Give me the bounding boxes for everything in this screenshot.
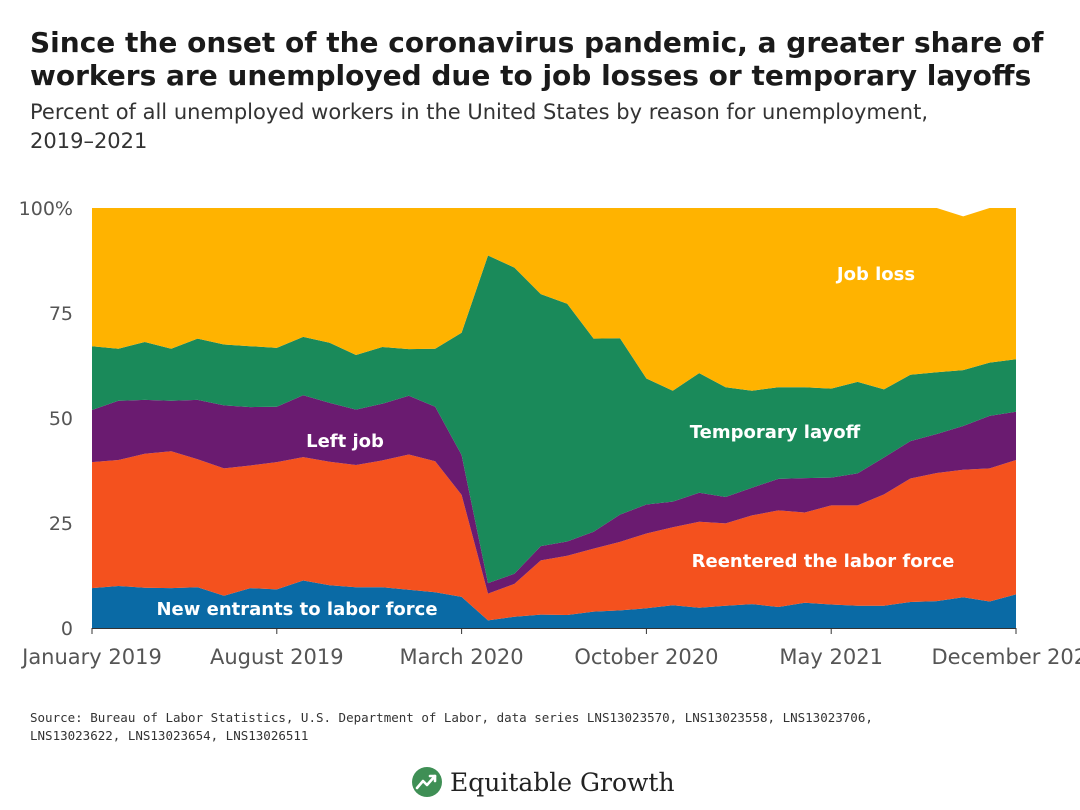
area-label-temporary-layoff: Temporary layoff <box>690 422 861 443</box>
area-job-loss <box>92 208 1016 391</box>
stacked-area-chart: 100% 75 50 25 0 January 2019 August 2019 March … <box>19 198 1080 669</box>
y-tick-label: 25 <box>49 513 73 535</box>
chart-areas <box>92 208 1016 628</box>
chart-area-labels: Job loss Temporary layoff Left job Reentere… <box>156 264 954 620</box>
x-tick-label: March 2020 <box>400 645 524 669</box>
chart-subtitle-line: 2019–2021 <box>30 129 148 153</box>
area-label-left-job: Left job <box>306 431 384 452</box>
chart-subtitle: Percent of all unemployed workers in the… <box>30 98 1060 156</box>
x-tick-label: October 2020 <box>574 645 718 669</box>
chart-title-line: workers are unemployed due to job losses… <box>30 59 1032 92</box>
area-new-entrants-to-labor-force <box>92 580 1016 628</box>
x-tick-label: December 2021 <box>931 645 1080 669</box>
chart-subtitle-line: Percent of all unemployed workers in the… <box>30 100 929 124</box>
chart-title: Since the onset of the coronavirus pande… <box>30 26 1060 92</box>
source-note: Source: Bureau of Labor Statistics, U.S.… <box>30 709 1050 745</box>
area-label-job-loss: Job loss <box>835 264 915 285</box>
y-tick-label: 75 <box>49 303 73 325</box>
y-tick-label: 0 <box>61 618 73 640</box>
logo-text: Equitable Growth <box>450 767 675 797</box>
area-left-job <box>92 395 1016 594</box>
area-label-new-entrants-to-labor-force: New entrants to labor force <box>156 599 437 620</box>
chart-title-line: Since the onset of the coronavirus pande… <box>30 26 1044 59</box>
y-tick-label: 100% <box>19 198 73 220</box>
area-reentered-the-labor-force <box>92 451 1016 621</box>
chart-axes: 100% 75 50 25 0 January 2019 August 2019 March … <box>19 198 1080 669</box>
area-temporary-layoff <box>92 255 1016 584</box>
trend-up-arrow-icon <box>412 767 442 797</box>
equitable-growth-logo: Equitable Growth <box>412 762 675 802</box>
source-line: Source: Bureau of Labor Statistics, U.S.… <box>30 710 873 725</box>
x-tick-label: August 2019 <box>210 645 344 669</box>
area-label-reentered-the-labor-force: Reentered the labor force <box>692 551 955 572</box>
x-tick-label: January 2019 <box>20 645 162 669</box>
x-tick-label: May 2021 <box>779 645 883 669</box>
source-line: LNS13023622, LNS13023654, LNS13026511 <box>30 728 309 743</box>
y-tick-label: 50 <box>49 408 73 430</box>
